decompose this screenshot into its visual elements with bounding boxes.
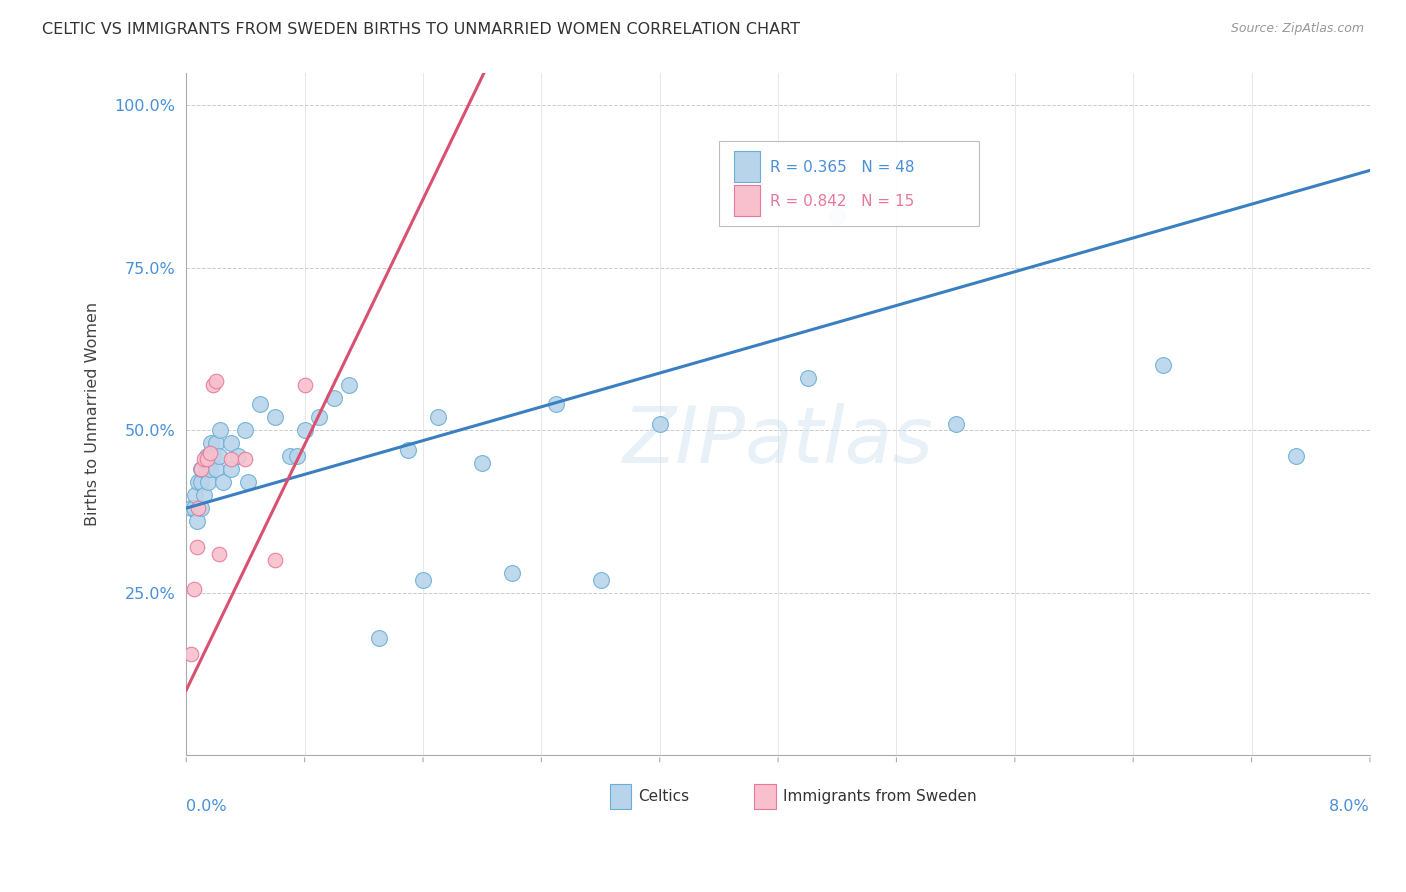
Text: CELTIC VS IMMIGRANTS FROM SWEDEN BIRTHS TO UNMARRIED WOMEN CORRELATION CHART: CELTIC VS IMMIGRANTS FROM SWEDEN BIRTHS … bbox=[42, 22, 800, 37]
Point bbox=[197, 475, 219, 490]
Point bbox=[1152, 358, 1174, 372]
Text: ZIPatlas: ZIPatlas bbox=[623, 403, 934, 479]
Point bbox=[187, 475, 209, 490]
FancyBboxPatch shape bbox=[718, 141, 980, 227]
Point bbox=[308, 410, 330, 425]
Point bbox=[190, 462, 212, 476]
Point bbox=[294, 423, 316, 437]
Point bbox=[219, 452, 242, 467]
Point bbox=[201, 449, 224, 463]
Point bbox=[205, 462, 228, 476]
Point bbox=[412, 573, 434, 587]
Point bbox=[205, 436, 228, 450]
Point bbox=[184, 488, 207, 502]
Point bbox=[219, 436, 242, 450]
Point bbox=[180, 501, 202, 516]
Text: 0.0%: 0.0% bbox=[187, 799, 226, 814]
Bar bbox=[610, 783, 631, 809]
Bar bbox=[734, 186, 761, 216]
Point bbox=[264, 410, 287, 425]
Point bbox=[198, 462, 221, 476]
Point bbox=[235, 452, 257, 467]
Point bbox=[209, 423, 232, 437]
Text: 8.0%: 8.0% bbox=[1329, 799, 1369, 814]
Y-axis label: Births to Unmarried Women: Births to Unmarried Women bbox=[86, 301, 100, 526]
Point bbox=[285, 449, 308, 463]
Point bbox=[796, 371, 818, 385]
Point bbox=[190, 501, 212, 516]
Point bbox=[294, 377, 316, 392]
Point bbox=[471, 456, 494, 470]
Point bbox=[501, 566, 523, 580]
Point bbox=[648, 417, 671, 431]
Bar bbox=[734, 152, 761, 182]
Point bbox=[183, 582, 205, 597]
Point bbox=[200, 436, 222, 450]
Point bbox=[546, 397, 568, 411]
Point bbox=[190, 462, 212, 476]
Point bbox=[193, 452, 215, 467]
Point bbox=[205, 375, 228, 389]
Text: R = 0.842   N = 15: R = 0.842 N = 15 bbox=[770, 194, 914, 209]
Point bbox=[396, 442, 419, 457]
Point bbox=[198, 446, 221, 460]
Point bbox=[187, 501, 209, 516]
Text: Immigrants from Sweden: Immigrants from Sweden bbox=[783, 789, 976, 804]
Point bbox=[278, 449, 301, 463]
Point bbox=[337, 377, 360, 392]
Point bbox=[186, 514, 208, 528]
Point bbox=[1285, 449, 1308, 463]
Point bbox=[212, 475, 235, 490]
Point bbox=[190, 475, 212, 490]
Point bbox=[183, 501, 205, 516]
Text: Celtics: Celtics bbox=[638, 789, 689, 804]
Point bbox=[194, 462, 217, 476]
Point bbox=[197, 456, 219, 470]
Point bbox=[208, 449, 231, 463]
Text: Source: ZipAtlas.com: Source: ZipAtlas.com bbox=[1230, 22, 1364, 36]
Point bbox=[238, 475, 260, 490]
Point bbox=[195, 449, 218, 463]
Point bbox=[426, 410, 449, 425]
Point bbox=[208, 547, 231, 561]
Point bbox=[219, 462, 242, 476]
Point bbox=[235, 423, 257, 437]
Point bbox=[323, 391, 346, 405]
Point bbox=[193, 488, 215, 502]
Point bbox=[226, 449, 249, 463]
Point bbox=[195, 452, 218, 467]
Point bbox=[249, 397, 271, 411]
Point bbox=[589, 573, 612, 587]
Point bbox=[180, 647, 202, 661]
Point bbox=[201, 377, 224, 392]
Text: R = 0.365   N = 48: R = 0.365 N = 48 bbox=[770, 160, 914, 175]
Point bbox=[827, 209, 849, 223]
Point bbox=[367, 631, 389, 645]
Point bbox=[186, 540, 208, 554]
Point bbox=[945, 417, 967, 431]
Bar bbox=[755, 783, 776, 809]
Point bbox=[264, 553, 287, 567]
